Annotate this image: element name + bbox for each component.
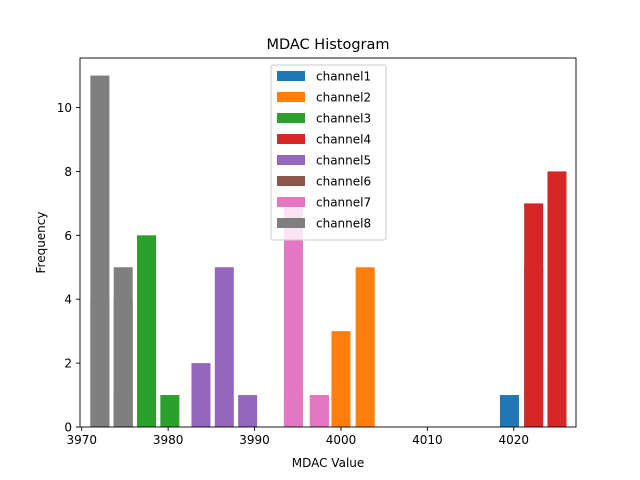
- bar-channel4-0: [524, 203, 544, 427]
- bar-channel2-3: [355, 267, 375, 427]
- y-tick-label: 6: [64, 229, 72, 243]
- x-tick-label: 4010: [412, 433, 443, 447]
- legend-box: [270, 64, 387, 241]
- legend-swatch-channel1: [277, 71, 305, 81]
- x-axis-label: MDAC Value: [292, 456, 365, 470]
- bar-channel8-0: [90, 75, 110, 428]
- y-tick-label: 0: [64, 421, 72, 435]
- legend-swatch-channel6: [277, 176, 305, 186]
- bar-channel8-1: [113, 267, 133, 427]
- legend-swatch-channel4: [277, 134, 305, 144]
- chart-title: MDAC Histogram: [266, 37, 389, 53]
- y-tick-label: 10: [57, 101, 72, 115]
- y-axis-label: Frequency: [34, 212, 48, 274]
- legend-swatch-channel3: [277, 113, 305, 123]
- y-tick-label: 4: [64, 293, 72, 307]
- x-tick-label: 4000: [326, 433, 357, 447]
- legend-label-channel8: channel8: [316, 217, 371, 231]
- x-tick-label: 3990: [239, 433, 270, 447]
- bar-channel1-0: [499, 395, 519, 427]
- bar-channel3-1: [137, 235, 157, 427]
- legend-label-channel6: channel6: [316, 175, 371, 189]
- legend-swatch-channel7: [277, 197, 305, 207]
- plot-frame: [79, 57, 577, 428]
- legend-label-channel4: channel4: [316, 133, 371, 147]
- x-tick-label: 3970: [66, 433, 97, 447]
- legend-label-channel1: channel1: [316, 70, 371, 84]
- y-tick-label: 8: [64, 165, 72, 179]
- x-tick-label: 3980: [153, 433, 184, 447]
- bar-channel4-1: [547, 171, 567, 427]
- bar-channel5-2: [238, 395, 258, 427]
- legend-label-channel5: channel5: [316, 154, 371, 168]
- bar-channel3-2: [160, 395, 180, 427]
- legend-label-channel7: channel7: [316, 196, 371, 210]
- bar-channel5-1: [214, 267, 234, 427]
- bar-channel2-2: [331, 331, 351, 427]
- legend-label-channel2: channel2: [316, 91, 371, 105]
- legend-swatch-channel8: [277, 218, 305, 228]
- bar-channel7-1: [309, 395, 329, 427]
- legend-swatch-channel5: [277, 155, 305, 165]
- x-tick-label: 4020: [499, 433, 530, 447]
- bar-channel7-0: [283, 203, 303, 427]
- y-tick-label: 2: [64, 357, 72, 371]
- legend-swatch-channel2: [277, 92, 305, 102]
- bar-channel5-0: [191, 363, 211, 427]
- bars-layer: [90, 75, 567, 428]
- y-axis-ticks: 0 2 4 6 8 10: [57, 101, 80, 435]
- x-axis-ticks: 3970 3980 3990 4000 4010 4020: [66, 427, 529, 447]
- legend-label-channel3: channel3: [316, 112, 371, 126]
- legend: channel1 channel2 channel3 channel4 channel5…: [270, 64, 387, 241]
